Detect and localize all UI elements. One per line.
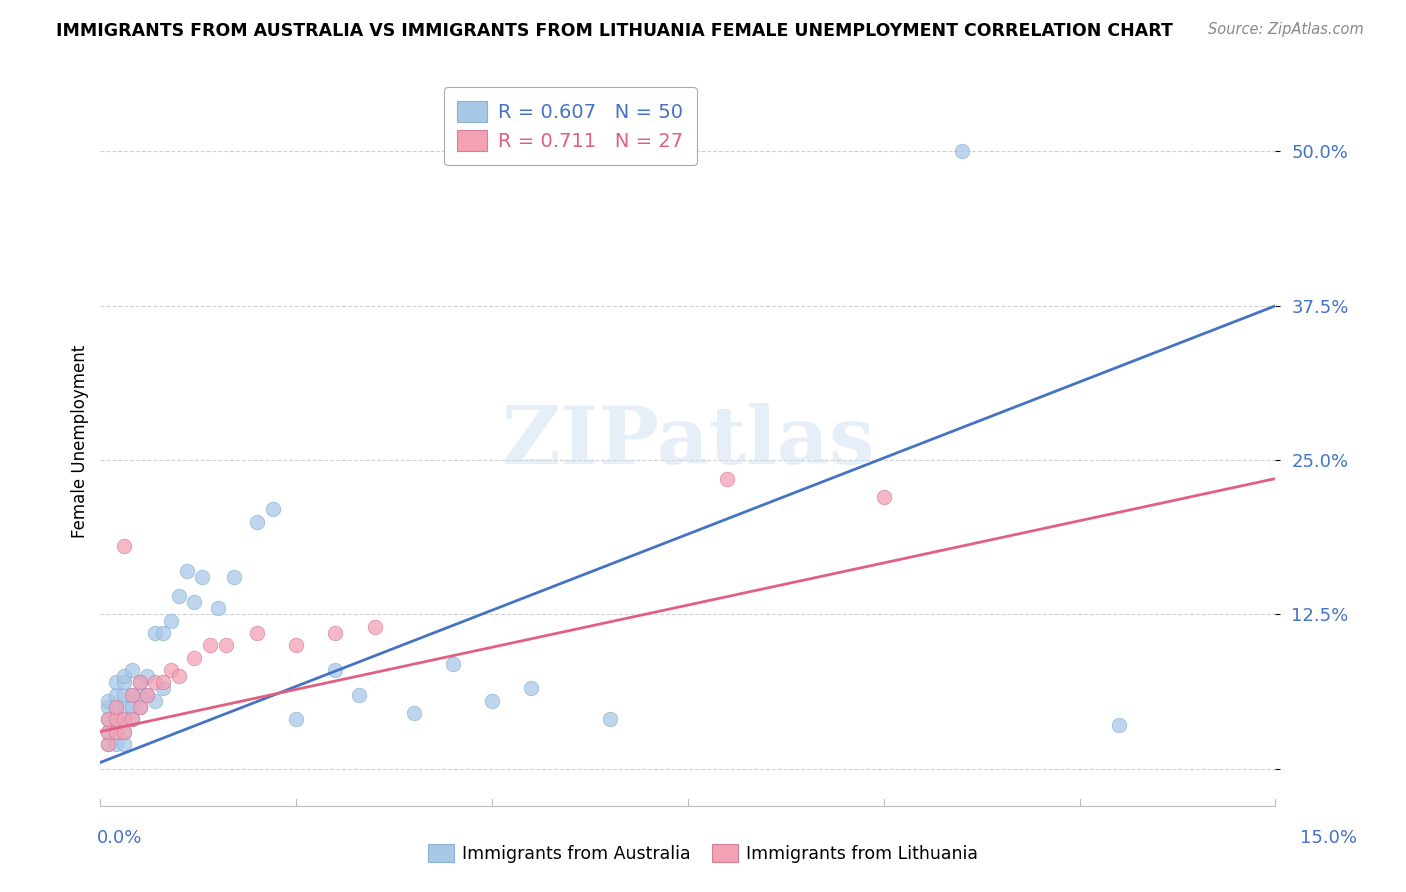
Point <box>262 502 284 516</box>
Point <box>105 724 128 739</box>
Point <box>325 625 347 640</box>
Point <box>873 490 896 504</box>
Point <box>191 570 214 584</box>
Point <box>128 675 150 690</box>
Point <box>222 570 245 584</box>
Point <box>128 675 150 690</box>
Point <box>136 688 159 702</box>
Point <box>136 688 159 702</box>
Point <box>599 712 621 726</box>
Legend: R = 0.607   N = 50, R = 0.711   N = 27: R = 0.607 N = 50, R = 0.711 N = 27 <box>444 87 697 164</box>
Point <box>121 712 143 726</box>
Point <box>160 663 183 677</box>
Point <box>112 688 135 702</box>
Text: Source: ZipAtlas.com: Source: ZipAtlas.com <box>1208 22 1364 37</box>
Point <box>183 650 205 665</box>
Point <box>207 601 229 615</box>
Point <box>97 737 120 751</box>
Point <box>481 694 503 708</box>
Point <box>128 688 150 702</box>
Point <box>97 712 120 726</box>
Point <box>97 724 120 739</box>
Point <box>363 620 385 634</box>
Text: IMMIGRANTS FROM AUSTRALIA VS IMMIGRANTS FROM LITHUANIA FEMALE UNEMPLOYMENT CORRE: IMMIGRANTS FROM AUSTRALIA VS IMMIGRANTS … <box>56 22 1173 40</box>
Point <box>716 472 738 486</box>
Point <box>105 699 128 714</box>
Text: 0.0%: 0.0% <box>97 829 142 847</box>
Point <box>105 724 128 739</box>
Point <box>121 712 143 726</box>
Point <box>143 675 166 690</box>
Point <box>105 737 128 751</box>
Point <box>112 737 135 751</box>
Point <box>285 712 308 726</box>
Point <box>152 681 174 696</box>
Point <box>97 694 120 708</box>
Point <box>152 675 174 690</box>
Point <box>121 688 143 702</box>
Text: ZIPatlas: ZIPatlas <box>502 402 875 481</box>
Point <box>167 589 190 603</box>
Point <box>128 699 150 714</box>
Point <box>285 638 308 652</box>
Point <box>112 540 135 554</box>
Point <box>112 712 135 726</box>
Point <box>105 699 128 714</box>
Point <box>97 712 120 726</box>
Point <box>112 724 135 739</box>
Point <box>183 595 205 609</box>
Point <box>105 712 128 726</box>
Point <box>105 688 128 702</box>
Point <box>520 681 543 696</box>
Point <box>152 625 174 640</box>
Point <box>97 699 120 714</box>
Point <box>97 724 120 739</box>
Point <box>402 706 425 720</box>
Point <box>246 515 269 529</box>
Point <box>128 699 150 714</box>
Point <box>347 688 370 702</box>
Point <box>121 688 143 702</box>
Point <box>121 663 143 677</box>
Point <box>167 669 190 683</box>
Point <box>215 638 238 652</box>
Point <box>112 675 135 690</box>
Point <box>112 724 135 739</box>
Point <box>441 657 464 671</box>
Point <box>112 699 135 714</box>
Point <box>97 737 120 751</box>
Point <box>112 669 135 683</box>
Point <box>950 145 973 159</box>
Point <box>105 675 128 690</box>
Point <box>325 663 347 677</box>
Point <box>112 712 135 726</box>
Point <box>198 638 221 652</box>
Point <box>136 669 159 683</box>
Point <box>176 564 198 578</box>
Legend: Immigrants from Australia, Immigrants from Lithuania: Immigrants from Australia, Immigrants fr… <box>420 838 986 870</box>
Point <box>143 625 166 640</box>
Point <box>246 625 269 640</box>
Point <box>1108 718 1130 732</box>
Y-axis label: Female Unemployment: Female Unemployment <box>72 345 89 538</box>
Text: 15.0%: 15.0% <box>1301 829 1357 847</box>
Point <box>105 712 128 726</box>
Point <box>143 694 166 708</box>
Point <box>121 699 143 714</box>
Point <box>160 614 183 628</box>
